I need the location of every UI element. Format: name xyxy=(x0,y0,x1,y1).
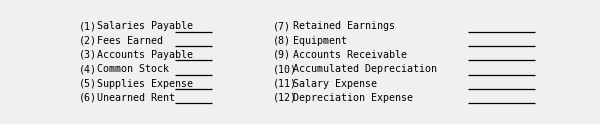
Text: (2): (2) xyxy=(79,36,97,46)
Text: (7): (7) xyxy=(272,21,290,31)
Text: (11): (11) xyxy=(272,79,296,89)
Text: (5): (5) xyxy=(79,79,97,89)
Text: Accounts Receivable: Accounts Receivable xyxy=(293,50,407,60)
Text: (6): (6) xyxy=(79,93,97,103)
Text: Equipment: Equipment xyxy=(293,36,347,46)
Text: Retained Earnings: Retained Earnings xyxy=(293,21,395,31)
Text: (12): (12) xyxy=(272,93,296,103)
Text: (3): (3) xyxy=(79,50,97,60)
Text: (8): (8) xyxy=(272,36,290,46)
Text: Salary Expense: Salary Expense xyxy=(293,79,377,89)
Text: Depreciation Expense: Depreciation Expense xyxy=(293,93,413,103)
Text: (1): (1) xyxy=(79,21,97,31)
Text: Salaries Payable: Salaries Payable xyxy=(97,21,193,31)
Text: (10): (10) xyxy=(272,64,296,74)
Text: Accumulated Depreciation: Accumulated Depreciation xyxy=(293,64,437,74)
Text: (9): (9) xyxy=(272,50,290,60)
Text: (4): (4) xyxy=(79,64,97,74)
Text: Unearned Rent: Unearned Rent xyxy=(97,93,175,103)
Text: Supplies Expense: Supplies Expense xyxy=(97,79,193,89)
Text: Fees Earned: Fees Earned xyxy=(97,36,163,46)
Text: Common Stock: Common Stock xyxy=(97,64,169,74)
Text: Accounts Payable: Accounts Payable xyxy=(97,50,193,60)
